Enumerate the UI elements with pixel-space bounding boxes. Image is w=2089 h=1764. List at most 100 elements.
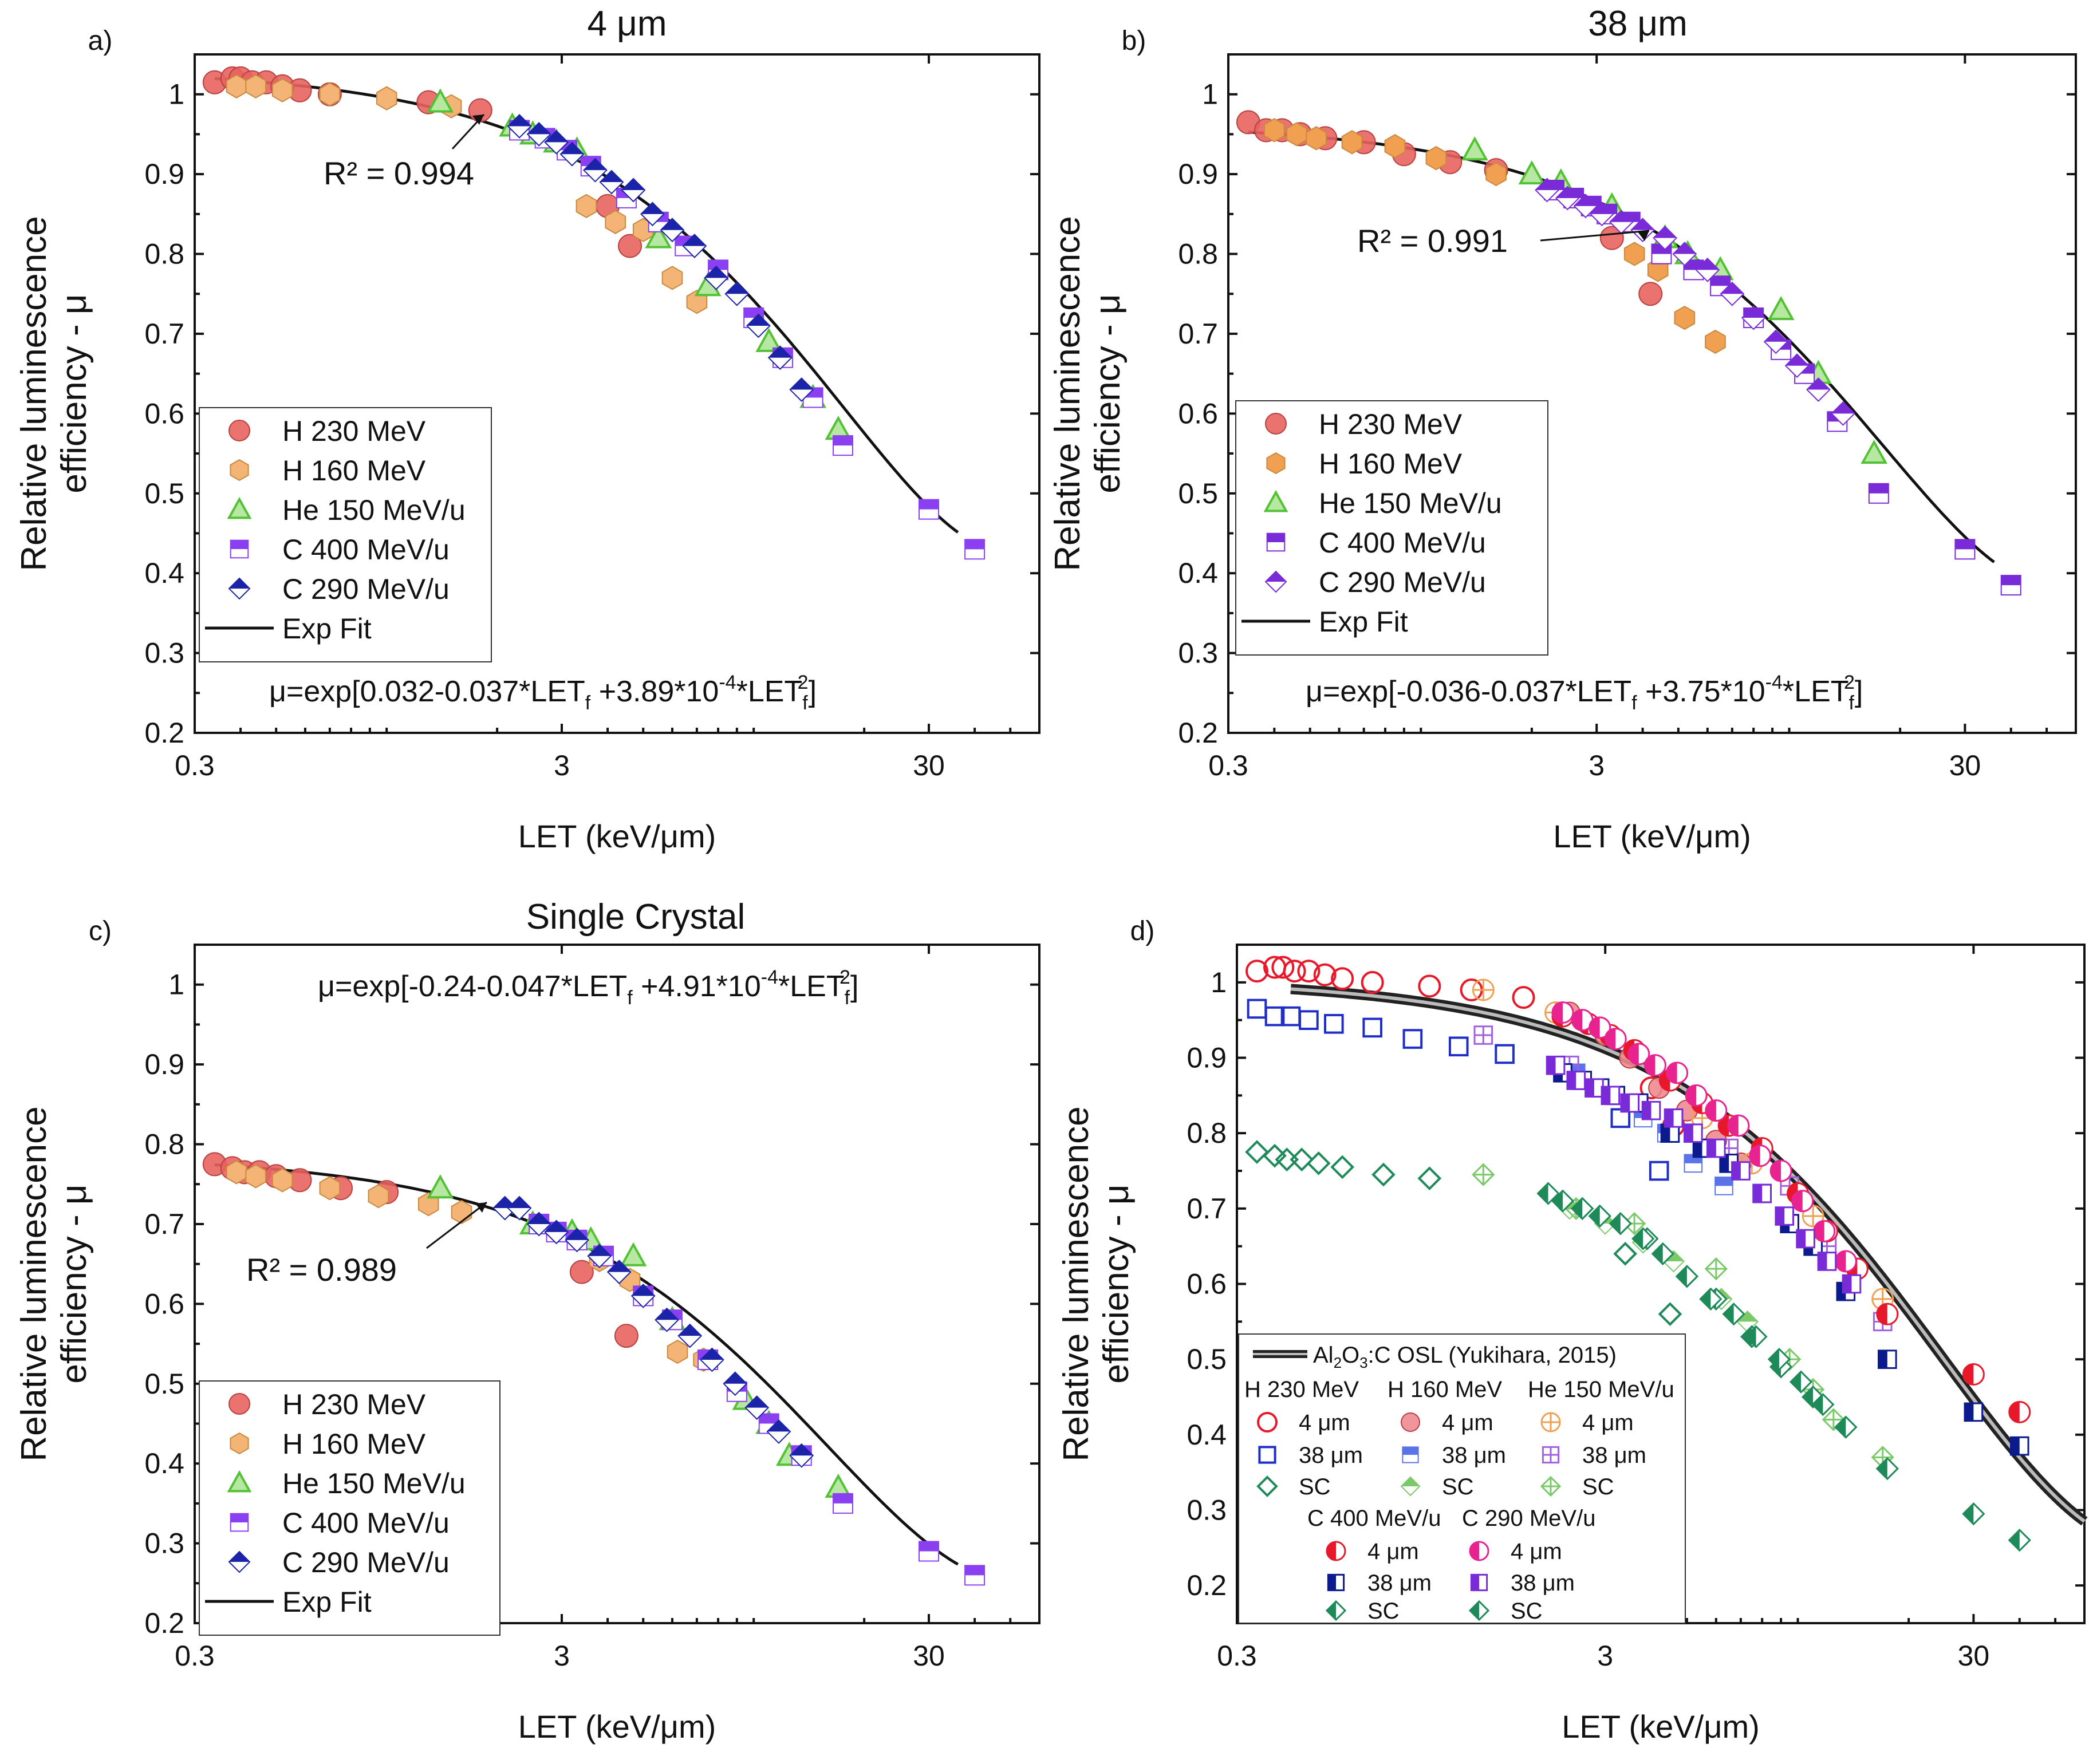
marker-half — [833, 1493, 853, 1503]
marker-shape — [1705, 329, 1726, 354]
marker-shape — [1384, 134, 1406, 159]
panel-title: Single Crystal — [526, 897, 745, 937]
marker-shape — [1599, 226, 1624, 250]
legend-label: H 230 MeV — [282, 415, 426, 447]
legend-label: C 290 MeV/u — [1319, 566, 1486, 598]
marker-cross — [1473, 1164, 1494, 1185]
legend-group-label: He 150 MeV/u — [1528, 1377, 1674, 1402]
marker-half — [1807, 378, 1830, 390]
marker-half — [1796, 1230, 1806, 1248]
marker-half — [1327, 1601, 1336, 1620]
data-point — [1706, 1138, 1726, 1158]
eq-part: *LET — [1783, 675, 1849, 708]
data-point — [526, 1211, 551, 1237]
marker-half — [1552, 1190, 1563, 1211]
eq-part: +3.75*10 — [1637, 675, 1765, 708]
data-point — [544, 1220, 569, 1245]
data-point — [1623, 242, 1645, 266]
data-point — [1495, 1044, 1515, 1064]
data-point — [964, 1565, 986, 1586]
marker-half — [2011, 1437, 2020, 1455]
panel-letter: a) — [88, 26, 113, 56]
y-tick-label: 0.3 — [144, 1528, 184, 1560]
data-point — [1741, 305, 1766, 330]
data-point — [526, 121, 551, 147]
marker-shape — [1306, 126, 1327, 151]
marker-half — [508, 1197, 531, 1209]
marker-half — [508, 115, 531, 127]
marker-half — [1684, 1124, 1693, 1142]
data-point — [618, 234, 643, 258]
marker-shape — [1331, 967, 1354, 990]
data-point — [319, 1176, 341, 1201]
data-point — [1472, 978, 1495, 1001]
marker-half — [704, 266, 728, 278]
data-point — [1834, 1415, 1858, 1439]
data-point — [723, 1371, 748, 1396]
marker-half — [1556, 186, 1579, 198]
marker-shape — [614, 1324, 638, 1348]
y-tick-label: 0.7 — [144, 318, 184, 350]
legend: H 230 MeV H 160 MeV He 150 MeV/u C 400 MeV/… — [199, 407, 492, 662]
eq-part: μ=exp[-0.24-0.047*LET — [318, 970, 627, 1003]
legend-marker — [1266, 452, 1286, 475]
marker-shape — [227, 1470, 252, 1493]
marker-half — [1843, 1275, 1852, 1293]
marker-half — [1642, 1102, 1652, 1119]
legend-marker — [227, 496, 252, 519]
eq-part: μ=exp[0.032-0.037*LET — [269, 675, 585, 708]
marker-cross — [1543, 1447, 1559, 1463]
data-point — [1588, 1204, 1611, 1228]
data-point — [677, 1323, 703, 1348]
data-point — [1473, 1025, 1493, 1045]
legend-entry-label: 4 μm — [1367, 1539, 1419, 1564]
legend-entry-label: SC — [1367, 1599, 1400, 1624]
y-axis-label-line1: Relative luminescence — [14, 216, 54, 571]
data-point — [1651, 1242, 1674, 1265]
marker-half — [919, 499, 939, 510]
legend-label: C 290 MeV/u — [282, 1546, 450, 1578]
legend-label: H 160 MeV — [282, 1428, 426, 1460]
marker-shape — [605, 210, 626, 234]
y-tick-label: 0.8 — [144, 238, 184, 270]
legend-label: He 150 MeV/u — [282, 1467, 466, 1499]
marker-shape — [245, 1164, 266, 1189]
marker-half — [1785, 354, 1809, 366]
data-point — [1518, 160, 1546, 185]
marker-shape — [1861, 439, 1888, 464]
y-tick-label: 0.4 — [144, 1447, 184, 1479]
marker-shape — [226, 74, 247, 98]
y-axis-label-line1: Relative luminescence — [1057, 1106, 1096, 1461]
marker-half — [747, 314, 770, 326]
data-point — [1722, 1303, 1745, 1326]
x-tick-label: 3 — [1589, 749, 1605, 782]
marker-half — [1742, 306, 1765, 318]
series-he-150-mev-u — [427, 88, 852, 440]
legend-marker — [1264, 570, 1287, 593]
y-tick-label: 0.6 — [1178, 397, 1218, 429]
r2-arrow — [1540, 230, 1650, 242]
marker-half — [229, 1552, 250, 1562]
data-point — [1875, 1457, 1899, 1481]
x-tick-label: 3 — [554, 1640, 570, 1672]
marker-shape — [368, 1183, 389, 1209]
data-point — [1324, 1013, 1344, 1034]
data-point — [1297, 960, 1321, 983]
plot-frame — [194, 944, 1040, 1624]
y-axis-label-line2: efficiency - μ — [54, 1184, 94, 1383]
r2-arrowhead — [1638, 231, 1649, 241]
legend-ref-part: 2 — [1334, 1354, 1342, 1371]
legend-entry-label: SC — [1511, 1599, 1543, 1624]
data-point — [1767, 295, 1795, 321]
legend-entry-label: 38 μm — [1299, 1443, 1363, 1468]
marker-half — [1535, 179, 1559, 190]
legend-entry-label: 38 μm — [1511, 1570, 1575, 1596]
marker-half — [1652, 1243, 1663, 1264]
data-point — [576, 194, 597, 219]
marker-half — [600, 171, 623, 183]
data-point — [2000, 575, 2021, 596]
marker-shape — [1264, 118, 1285, 143]
data-point — [1485, 161, 1507, 187]
legend-marker — [1542, 1446, 1560, 1464]
data-point — [700, 1347, 724, 1372]
